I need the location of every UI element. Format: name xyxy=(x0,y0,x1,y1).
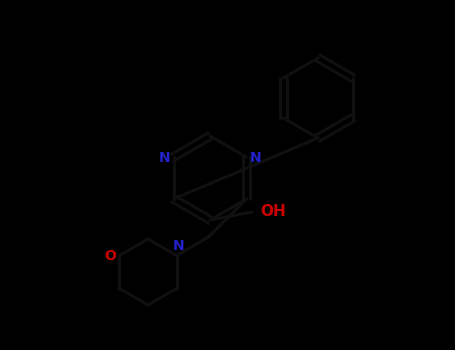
Text: O: O xyxy=(105,250,116,264)
Text: N: N xyxy=(159,151,171,165)
Text: N: N xyxy=(249,151,261,165)
Text: OH: OH xyxy=(260,204,286,219)
Text: N: N xyxy=(173,239,184,253)
